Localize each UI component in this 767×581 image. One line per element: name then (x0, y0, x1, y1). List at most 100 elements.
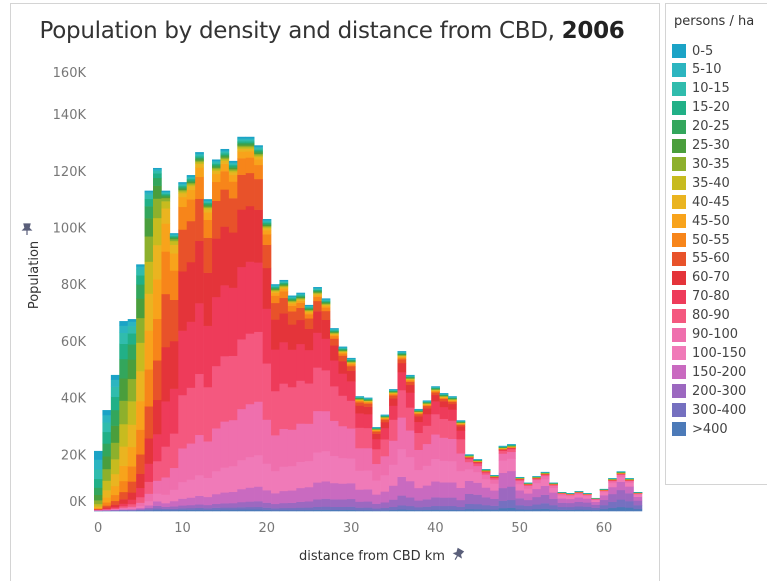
bar-segment[interactable] (355, 489, 364, 501)
bar-segment[interactable] (136, 284, 145, 298)
bar-segment[interactable] (161, 251, 170, 294)
bar-segment[interactable] (482, 479, 491, 488)
legend-item[interactable]: 55-60 (672, 250, 730, 268)
bar-stack[interactable] (263, 219, 272, 511)
bar-segment[interactable] (288, 508, 297, 510)
bar-stack[interactable] (279, 280, 288, 511)
bar-stack[interactable] (94, 451, 103, 511)
bar-segment[interactable] (499, 453, 508, 460)
bar-segment[interactable] (634, 500, 643, 505)
bar-segment[interactable] (549, 499, 558, 506)
bar-stack[interactable] (414, 409, 423, 511)
bar-segment[interactable] (456, 471, 465, 488)
bar-segment[interactable] (634, 505, 643, 509)
bar-stack[interactable] (322, 298, 331, 511)
bar-stack[interactable] (600, 489, 609, 511)
bar-segment[interactable] (111, 410, 120, 426)
bar-stack[interactable] (195, 152, 204, 511)
bar-segment[interactable] (111, 426, 120, 443)
bar-segment[interactable] (372, 427, 381, 428)
bar-stack[interactable] (330, 328, 339, 511)
bar-segment[interactable] (558, 495, 567, 498)
bar-segment[interactable] (145, 494, 154, 502)
bar-segment[interactable] (372, 480, 381, 494)
bar-segment[interactable] (220, 503, 229, 508)
bar-segment[interactable] (288, 311, 297, 324)
bar-segment[interactable] (288, 490, 297, 503)
bar-segment[interactable] (473, 504, 482, 509)
bar-segment[interactable] (229, 198, 238, 233)
bar-segment[interactable] (381, 508, 390, 511)
bar-segment[interactable] (279, 383, 288, 429)
bar-segment[interactable] (414, 416, 423, 422)
bar-segment[interactable] (482, 487, 491, 497)
bar-segment[interactable] (490, 483, 499, 490)
bar-segment[interactable] (625, 483, 634, 487)
bar-segment[interactable] (102, 490, 111, 498)
bar-segment[interactable] (440, 506, 449, 510)
bar-segment[interactable] (187, 322, 196, 388)
bar-segment[interactable] (465, 494, 474, 504)
bar-segment[interactable] (246, 488, 255, 502)
bar-segment[interactable] (178, 182, 187, 184)
bar-segment[interactable] (575, 506, 584, 510)
bar-segment[interactable] (414, 470, 423, 488)
bar-segment[interactable] (347, 499, 356, 507)
bar-segment[interactable] (313, 367, 322, 411)
bar-segment[interactable] (288, 306, 297, 312)
bar-segment[interactable] (161, 503, 170, 507)
bar-segment[interactable] (195, 162, 204, 164)
bar-segment[interactable] (178, 229, 187, 271)
bar-segment[interactable] (305, 461, 314, 487)
bar-segment[interactable] (153, 319, 162, 361)
bar-segment[interactable] (355, 448, 364, 471)
bar-segment[interactable] (448, 497, 457, 506)
bar-segment[interactable] (246, 501, 255, 507)
bar-segment[interactable] (111, 379, 120, 386)
bar-segment[interactable] (406, 385, 415, 393)
bar-segment[interactable] (212, 171, 221, 174)
legend-item[interactable]: 45-50 (672, 212, 730, 230)
bar-segment[interactable] (397, 351, 406, 352)
bar-segment[interactable] (94, 488, 103, 496)
bar-segment[interactable] (220, 161, 229, 164)
bar-stack[interactable] (532, 476, 541, 511)
bar-segment[interactable] (187, 175, 196, 177)
bar-stack[interactable] (136, 264, 145, 511)
bar-segment[interactable] (271, 391, 280, 435)
bar-segment[interactable] (423, 406, 432, 409)
bar-segment[interactable] (381, 502, 390, 508)
bar-segment[interactable] (153, 493, 162, 501)
bar-segment[interactable] (381, 419, 390, 422)
bar-segment[interactable] (102, 456, 111, 469)
bar-segment[interactable] (482, 505, 491, 510)
bar-segment[interactable] (305, 329, 314, 350)
bar-segment[interactable] (381, 415, 390, 416)
bar-segment[interactable] (456, 420, 465, 421)
bar-segment[interactable] (364, 470, 373, 489)
bar-segment[interactable] (254, 262, 263, 332)
bar-segment[interactable] (136, 270, 145, 276)
bar-segment[interactable] (423, 499, 432, 507)
bar-segment[interactable] (145, 218, 154, 236)
bar-segment[interactable] (448, 506, 457, 510)
bar-segment[interactable] (532, 497, 541, 505)
bar-segment[interactable] (212, 428, 221, 471)
bar-segment[interactable] (254, 157, 263, 160)
bar-segment[interactable] (170, 239, 179, 241)
bar-segment[interactable] (111, 486, 120, 495)
bar-segment[interactable] (414, 414, 423, 417)
bar-segment[interactable] (254, 159, 263, 165)
bar-stack[interactable] (617, 471, 626, 511)
bar-segment[interactable] (254, 507, 263, 510)
bar-segment[interactable] (204, 326, 213, 388)
bar-segment[interactable] (364, 448, 373, 471)
bar-segment[interactable] (406, 375, 415, 376)
bar-segment[interactable] (431, 392, 440, 395)
bar-segment[interactable] (381, 491, 390, 502)
bar-segment[interactable] (322, 481, 331, 499)
bar-segment[interactable] (111, 474, 120, 486)
bar-segment[interactable] (440, 393, 449, 394)
bar-segment[interactable] (305, 383, 314, 424)
bar-segment[interactable] (296, 344, 305, 381)
